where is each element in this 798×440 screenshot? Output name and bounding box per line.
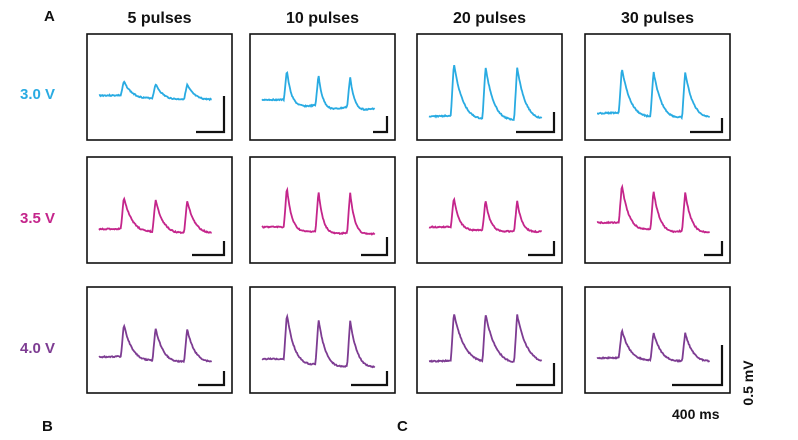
scale-bar [192,241,226,257]
time-scale-label: 400 ms [672,406,720,422]
scale-bar [361,237,389,257]
scale-bar [198,371,226,387]
panel-frame [249,156,396,264]
voltage-trace [261,186,376,236]
scale-bar [516,112,556,134]
panel-frame [416,156,563,264]
panel-frame [584,33,731,141]
panel-frame [86,286,233,394]
scale-bar [516,363,556,387]
column-title: 20 pulses [453,10,526,27]
scale-bar [373,116,389,134]
row-label: 3.0 V [20,86,56,103]
panel-label-c: C [397,418,408,435]
scale-bar [196,96,226,134]
column-title: 10 pulses [286,10,359,27]
voltage-trace [597,69,710,121]
scale-bar [690,118,724,134]
voltage-trace [596,183,710,234]
panel-label-b: B [42,418,53,435]
voltage-scale-label: 0.5 mV [740,360,756,406]
column-title: 30 pulses [621,10,694,27]
voltage-trace [98,323,213,364]
panel-frame [249,33,396,141]
row-label: 3.5 V [20,210,56,227]
panel-frame [249,286,396,394]
panel-frame [584,286,731,394]
panel-frame [416,286,563,394]
panel-frame [416,33,563,141]
voltage-trace [428,314,543,363]
column-title: 5 pulses [127,10,192,27]
voltage-trace [428,64,543,122]
voltage-trace [261,313,376,369]
scale-bar [351,371,389,387]
scale-bar [528,241,556,257]
voltage-trace [98,80,212,102]
voltage-trace [596,327,710,363]
panel-label-a: A [44,8,55,25]
panel-frame [86,156,233,264]
panel-frame [86,33,233,141]
scale-bar [704,241,724,257]
voltage-trace [261,70,376,112]
row-label: 4.0 V [20,340,56,357]
voltage-trace [98,196,212,235]
voltage-trace [428,196,543,234]
panel-frame [584,156,731,264]
scale-bar [672,345,724,387]
